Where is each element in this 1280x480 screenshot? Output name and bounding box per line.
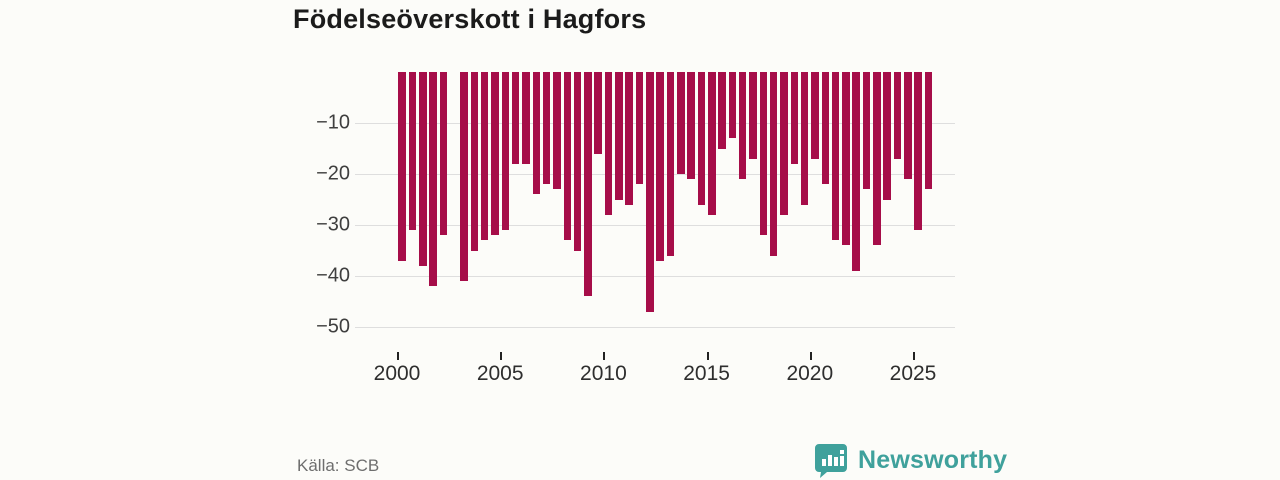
bar — [604, 72, 613, 215]
x-tick-mark — [913, 352, 915, 360]
bar — [687, 72, 695, 180]
bar — [924, 72, 933, 190]
bar — [914, 72, 922, 231]
x-tick-mark — [809, 352, 812, 360]
brand-name: Newsworthy — [858, 445, 1008, 474]
bar — [584, 72, 592, 297]
bar — [883, 72, 891, 200]
bar — [677, 72, 685, 174]
bar — [697, 72, 706, 205]
bar — [573, 72, 582, 251]
bar — [831, 72, 840, 241]
bar — [480, 72, 489, 241]
y-axis-labels: −10 −20 −30 −40 −50 — [296, 72, 350, 338]
y-tick-label: −30 — [316, 213, 350, 236]
bar — [842, 72, 850, 246]
bar — [656, 72, 664, 261]
bar — [501, 72, 510, 231]
bar — [666, 72, 675, 256]
gridline — [355, 327, 955, 328]
bar — [738, 72, 747, 180]
x-tick-label: 2020 — [786, 362, 834, 385]
bar — [800, 72, 809, 205]
bar — [821, 72, 830, 185]
bar — [532, 72, 541, 195]
gridline — [355, 225, 955, 226]
x-tick-label: 2010 — [580, 362, 627, 385]
y-tick-label: −10 — [316, 111, 350, 134]
bar — [429, 72, 437, 287]
bar — [460, 72, 468, 282]
gridline — [355, 174, 955, 175]
bar — [542, 72, 551, 185]
bar — [398, 72, 406, 261]
bar — [904, 72, 912, 180]
y-tick-label: −50 — [316, 315, 350, 338]
y-tick-label: −20 — [316, 162, 350, 185]
bar — [790, 72, 799, 164]
x-tick-mark — [500, 352, 503, 360]
y-tick-label: −40 — [316, 264, 350, 287]
bar — [511, 72, 520, 164]
bar — [563, 72, 572, 241]
x-tick-label: 2025 — [889, 362, 937, 385]
bar-chart-speech-bubble-icon — [815, 444, 847, 478]
bar — [408, 72, 417, 231]
bar — [708, 72, 716, 215]
bar — [646, 72, 654, 312]
bar — [470, 72, 479, 251]
brand-logo: Newsworthy — [813, 442, 1007, 478]
bar — [893, 72, 902, 159]
bar — [635, 72, 644, 185]
bar — [728, 72, 737, 139]
x-tick-mark — [603, 352, 606, 360]
bar — [439, 72, 448, 236]
x-tick-mark — [397, 352, 399, 360]
bar — [718, 72, 726, 149]
x-tick-mark — [706, 352, 709, 360]
bar — [615, 72, 623, 200]
gridline — [355, 123, 955, 124]
gridline — [355, 276, 955, 277]
bar — [625, 72, 633, 205]
bar — [811, 72, 819, 159]
bar — [759, 72, 768, 236]
bar — [491, 72, 499, 236]
x-tick-label: 2005 — [476, 362, 524, 385]
bar-chart-plot-area — [355, 72, 955, 328]
bar — [749, 72, 757, 159]
bar — [522, 72, 530, 164]
bar — [780, 72, 788, 215]
source-note: Källa: SCB — [297, 456, 380, 475]
page-title: Födelseöverskott i Hagfors — [293, 4, 647, 34]
bar — [769, 72, 778, 256]
bar — [553, 72, 561, 190]
bar — [419, 72, 427, 266]
x-tick-label: 2015 — [683, 362, 730, 385]
x-tick-label: 2000 — [373, 362, 421, 385]
bar — [873, 72, 881, 246]
bar — [852, 72, 860, 271]
bar — [594, 72, 602, 154]
bar — [862, 72, 871, 190]
